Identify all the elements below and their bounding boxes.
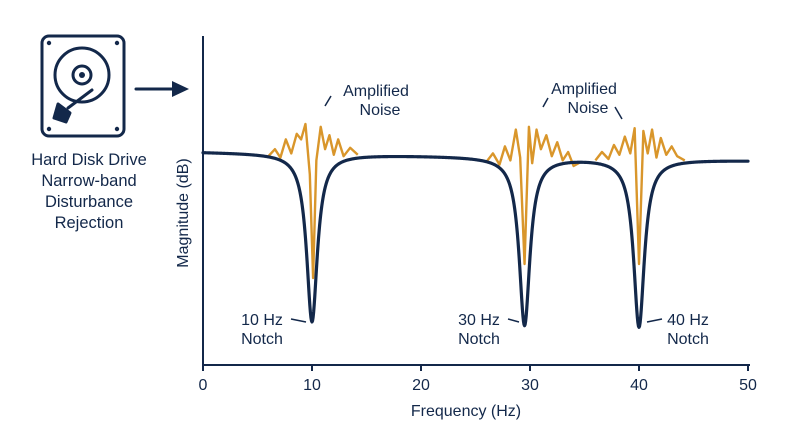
noise-segment bbox=[594, 126, 686, 266]
notch-label-40hz: 40 Hz Notch bbox=[646, 312, 709, 348]
x-tick-label: 10 bbox=[303, 377, 321, 394]
noise-series bbox=[267, 122, 686, 280]
x-tick-label: 0 bbox=[199, 377, 208, 394]
notch-label-10hz: 10 Hz Notch bbox=[241, 312, 307, 348]
x-ticks bbox=[202, 365, 749, 371]
notch-label-line: 40 Hz bbox=[667, 312, 709, 329]
notch-label-line: Notch bbox=[241, 331, 283, 348]
x-tick-label: 50 bbox=[739, 377, 757, 394]
x-tick-label: 20 bbox=[412, 377, 430, 394]
annotation-line: Noise bbox=[568, 100, 609, 117]
amplified-noise-annotation: Amplified Noise bbox=[542, 81, 623, 120]
amplified-noise-annotation: Amplified Noise bbox=[324, 83, 409, 119]
y-axis-label: Magnitude (dB) bbox=[175, 158, 192, 267]
caption-line: Disturbance bbox=[44, 193, 134, 211]
caption-line: Narrow-band bbox=[41, 172, 137, 190]
x-tick-label: 40 bbox=[630, 377, 648, 394]
caption-line: Hard Disk Drive bbox=[31, 151, 147, 169]
annotation-line: Amplified bbox=[343, 83, 409, 100]
hdd-caption: Hard Disk Drive Narrow-band Disturbance … bbox=[10, 150, 168, 234]
x-axis-label: Frequency (Hz) bbox=[411, 403, 521, 420]
response-curve bbox=[201, 151, 750, 329]
noise-segment bbox=[267, 122, 359, 280]
annotation-line: Noise bbox=[360, 102, 401, 119]
x-tick-labels: 0 10 20 30 40 50 bbox=[199, 377, 757, 394]
notch-label-line: 10 Hz bbox=[241, 312, 283, 329]
hard-disk-drive-icon bbox=[40, 34, 126, 138]
annotation-line: Amplified bbox=[551, 81, 617, 98]
notch-label-line: Notch bbox=[667, 331, 709, 348]
notch-label-30hz: 30 Hz Notch bbox=[458, 312, 520, 348]
x-tick-label: 30 bbox=[521, 377, 539, 394]
caption-line: Rejection bbox=[54, 214, 124, 232]
noise-segment bbox=[485, 125, 582, 266]
notch-label-line: Notch bbox=[458, 331, 500, 348]
notch-label-line: 30 Hz bbox=[458, 312, 500, 329]
right-arrow-icon bbox=[134, 81, 189, 97]
